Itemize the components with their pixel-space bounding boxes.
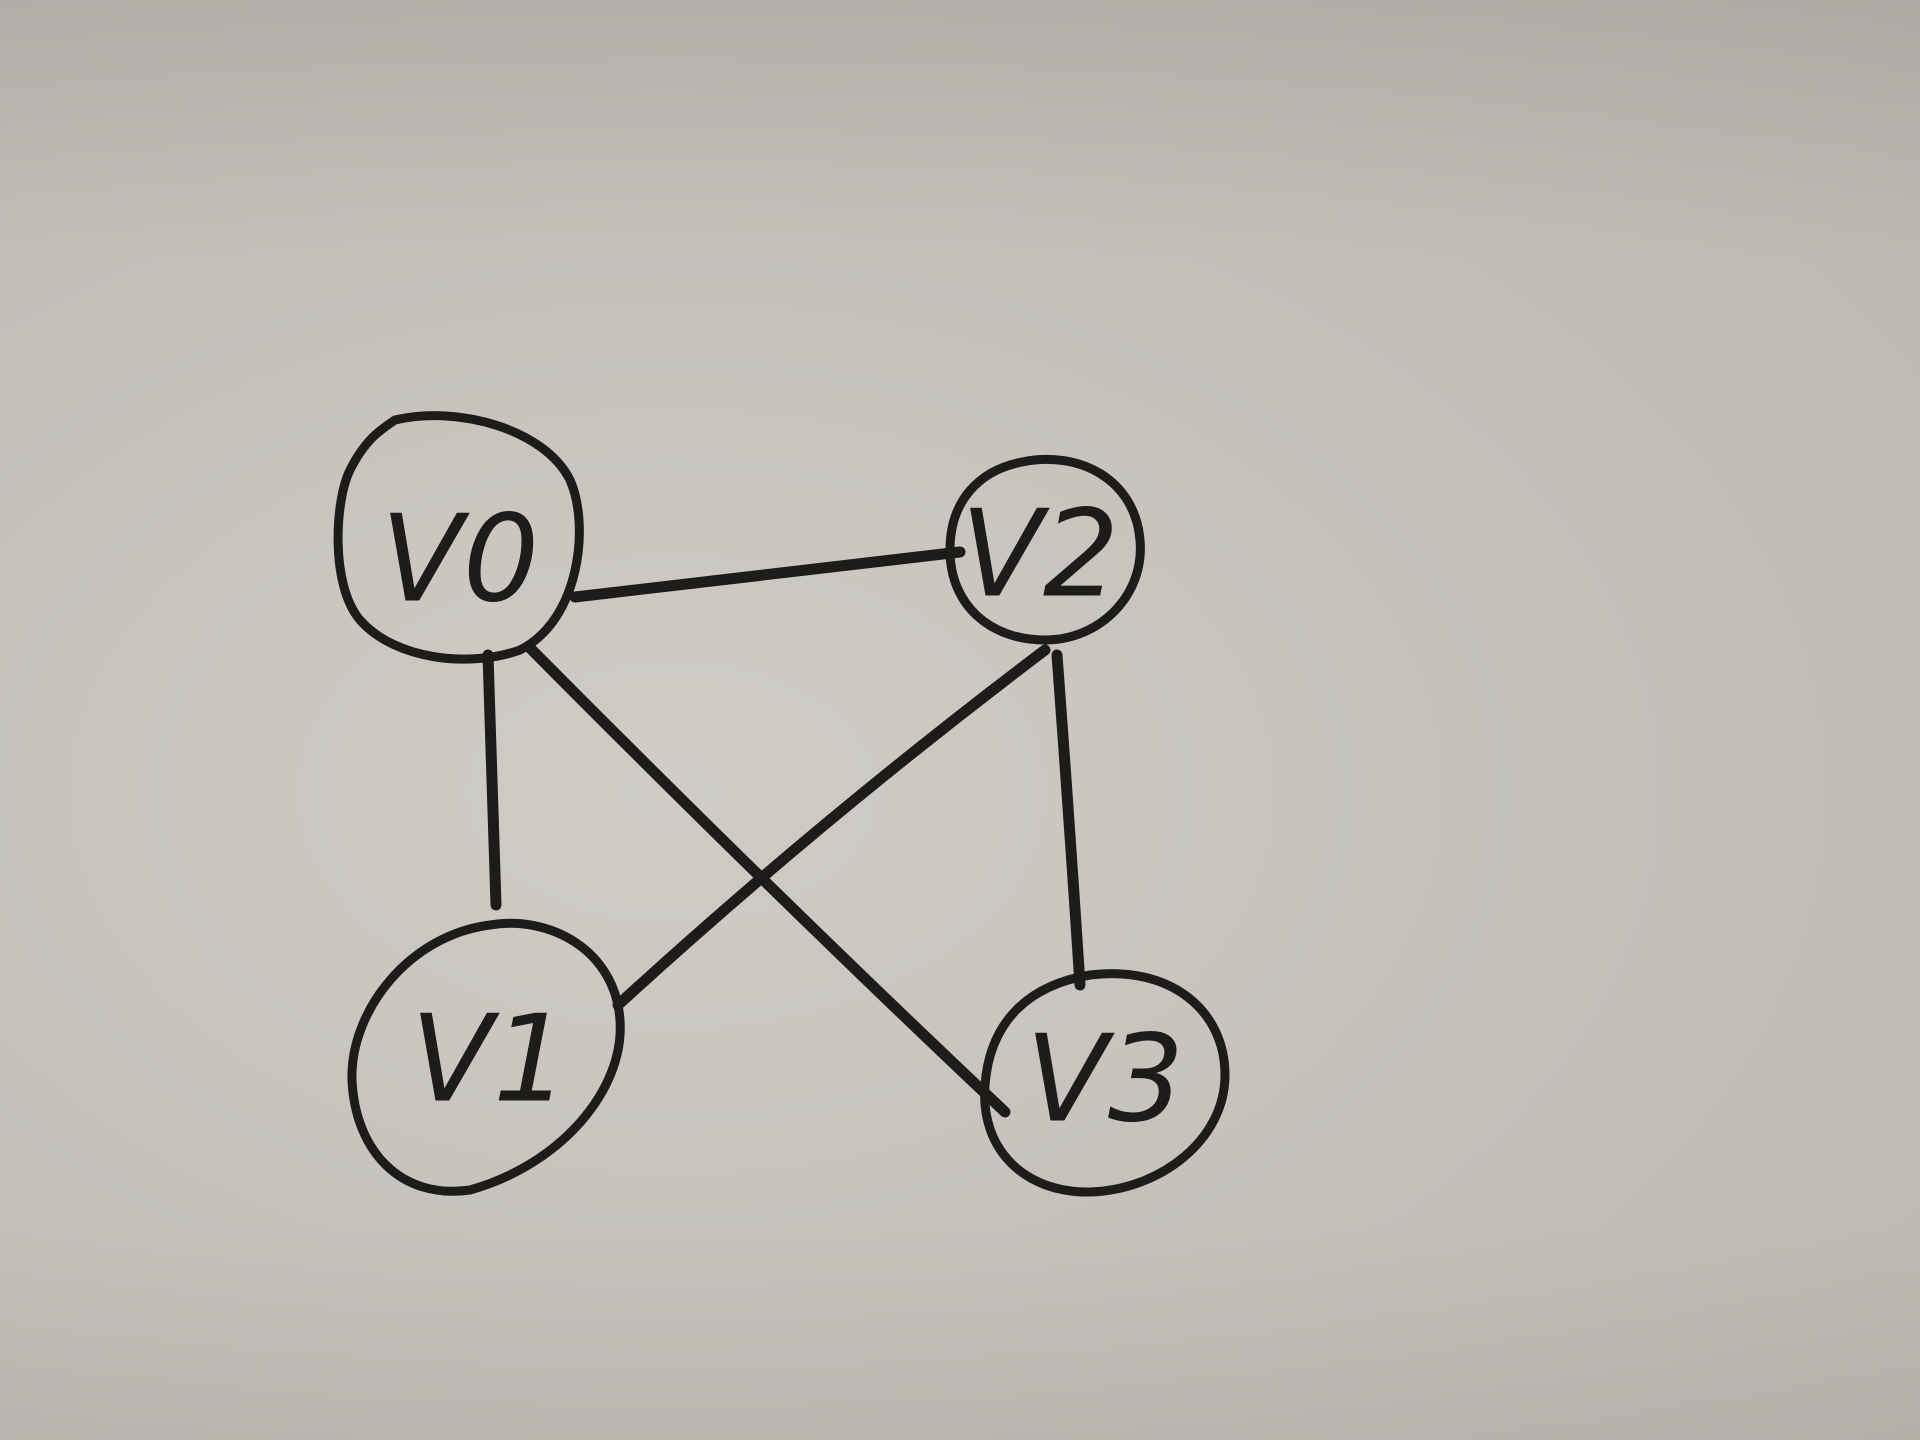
node-v0: V0 (333, 411, 584, 664)
edge-v0-v2 (569, 546, 966, 603)
node-v3-ring (980, 969, 1230, 1197)
edge-v2-v1 (612, 644, 1051, 1011)
node-v2-ring (945, 454, 1145, 645)
node-v1: V1 (347, 918, 625, 1196)
edge-v2-v3 (1051, 649, 1086, 991)
node-v0-label: V0 (381, 491, 539, 630)
node-v3-label: V3 (1026, 1011, 1184, 1150)
node-v2: V2 (945, 454, 1145, 645)
edge-v0-v3 (524, 642, 1011, 1118)
node-v0-ring (333, 411, 584, 664)
edge-v0-v1 (482, 649, 502, 911)
node-v3: V3 (980, 969, 1230, 1197)
node-v1-label: V1 (411, 991, 569, 1130)
node-v1-ring (347, 918, 625, 1196)
node-v2-label: V2 (961, 486, 1119, 625)
